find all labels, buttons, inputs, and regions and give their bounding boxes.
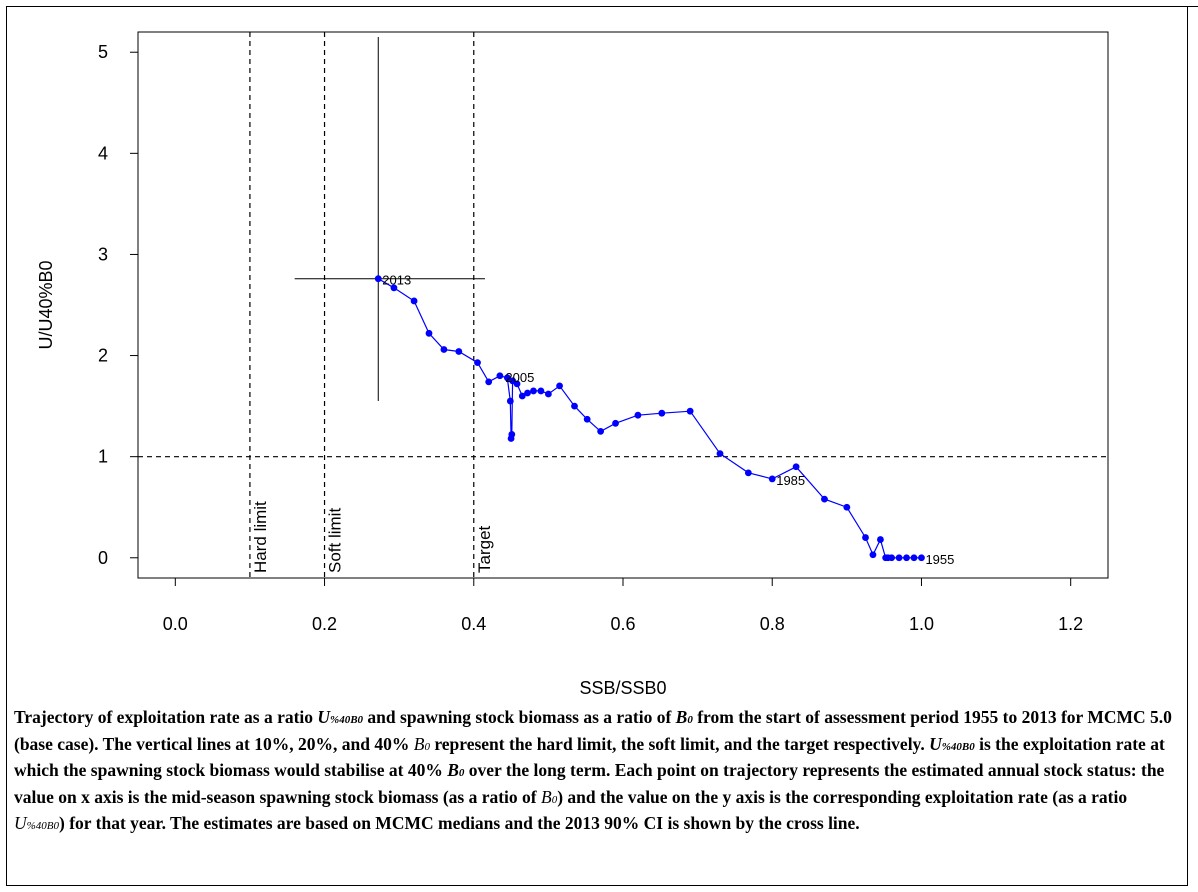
trajectory-point [792, 463, 800, 471]
reference-line-label: Hard limit [251, 501, 270, 573]
caption-u-subscript-2: %40B0 [941, 740, 975, 753]
y-tick-label: 5 [98, 42, 108, 62]
year-label: 1955 [925, 552, 954, 567]
trajectory-point [895, 554, 903, 562]
caption-text-5: is the exploitation rate at which the sp… [14, 733, 1165, 781]
x-tick-label: 0.4 [461, 614, 486, 634]
trajectory-point [524, 389, 531, 397]
y-tick-label: 4 [98, 143, 108, 163]
caption-b-symbol-2: B [413, 733, 425, 754]
trajectory-point [686, 407, 694, 415]
caption-u-symbol-2: U [929, 733, 942, 754]
caption-u-subscript-1: %40B0 [330, 714, 364, 726]
trajectory-point [440, 346, 448, 353]
caption-text-1: Trajectory of exploitation rate as a rat… [14, 707, 318, 727]
caption-b-symbol-3: B [447, 760, 459, 780]
year-label: 2005 [505, 370, 534, 385]
caption-text-8: ) for that year. The estimates are based… [59, 813, 860, 833]
trajectory-point [474, 359, 481, 367]
caption-text-6: over the long term. Each point on trajec… [14, 760, 1165, 807]
y-axis-label: U/U40%B0 [36, 260, 56, 349]
reference-line-label: Soft limit [326, 508, 345, 573]
trajectory-point [374, 275, 382, 283]
x-tick-label: 1.0 [909, 614, 934, 634]
trajectory-point [507, 435, 515, 442]
trajectory-point [768, 475, 776, 483]
trajectory-point [506, 397, 514, 405]
trajectory-point [485, 378, 493, 386]
trajectory-point [869, 551, 877, 559]
year-label: 1985 [776, 473, 805, 488]
plot-frame [137, 31, 1109, 579]
caption-u-symbol-1: U [317, 707, 331, 727]
trajectory-point [571, 402, 578, 410]
trajectory-point [903, 554, 910, 562]
year-label: 2013 [382, 273, 411, 288]
x-tick-label: 0.8 [760, 614, 785, 634]
trajectory-point [877, 536, 884, 543]
chart: 0.0 0.2 0.4 0.6 0.8 1.0 1.2 0 1 2 3 4 5 SSB/SSB0 U/U40… [36, 31, 1109, 698]
trajectory-point [634, 411, 642, 419]
trajectory-line [377, 278, 922, 559]
x-tick-label: 1.2 [1058, 614, 1083, 634]
y-tick-label: 0 [98, 548, 108, 568]
trajectory-point [862, 534, 869, 541]
trajectory-point [530, 387, 537, 395]
trajectory-point [509, 377, 516, 385]
caption-b-subscript-4: 0 [551, 793, 558, 806]
figure-caption: Trajectory of exploitation rate as a rat… [14, 706, 1180, 839]
caption-b-subscript-2: 0 [424, 740, 430, 753]
caption-text-2: and spawning stock biomass as a ratio of [363, 707, 676, 727]
caption-b-symbol-4: B [541, 786, 552, 807]
trajectory-point [910, 554, 918, 562]
caption-u-symbol-3: U [14, 813, 27, 833]
y-tick-label: 2 [98, 346, 108, 366]
trajectory-point [410, 297, 418, 305]
trajectory-point [537, 387, 545, 395]
caption-text-3: from the start of assessment period 1955… [14, 707, 1172, 754]
trajectory-point [744, 469, 752, 477]
trajectory-point [658, 409, 666, 417]
trajectory-point [496, 372, 504, 380]
trajectory-point [556, 382, 563, 390]
trajectory-point [612, 419, 619, 427]
x-tick-label: 0.6 [610, 614, 635, 634]
trajectory-point [597, 427, 605, 435]
x-axis-label: SSB/SSB0 [579, 678, 666, 698]
page-rule [1150, 6, 1198, 7]
caption-b-subscript-1: 0 [687, 714, 693, 726]
trajectory-point [583, 415, 591, 423]
caption-b-symbol-1: B [675, 707, 688, 727]
trajectory-point [425, 329, 433, 337]
trajectory-point [503, 374, 511, 382]
caption-b-subscript-3: 0 [458, 767, 465, 779]
y-tick-label: 1 [98, 447, 108, 467]
caption-text-4: represent the hard limit, the soft limit… [429, 733, 930, 754]
x-tick-label: 0.2 [312, 614, 337, 634]
caption-text-7: ) and the value on the y axis is the cor… [557, 786, 1128, 807]
trajectory-point [716, 450, 724, 458]
x-tick-label: 0.0 [163, 614, 188, 634]
trajectory-point [918, 554, 925, 562]
trajectory-point [544, 390, 552, 398]
reference-line-label: Target [475, 525, 494, 573]
figure-frame [6, 6, 1188, 886]
trajectory-point [821, 495, 828, 503]
y-tick-label: 3 [98, 244, 108, 264]
trajectory-point [518, 392, 526, 400]
trajectory-point [390, 284, 398, 292]
caption-u-subscript-3: %40B0 [26, 820, 60, 832]
trajectory-point [843, 503, 851, 511]
trajectory-point [455, 348, 463, 355]
trajectory-point [882, 554, 890, 562]
